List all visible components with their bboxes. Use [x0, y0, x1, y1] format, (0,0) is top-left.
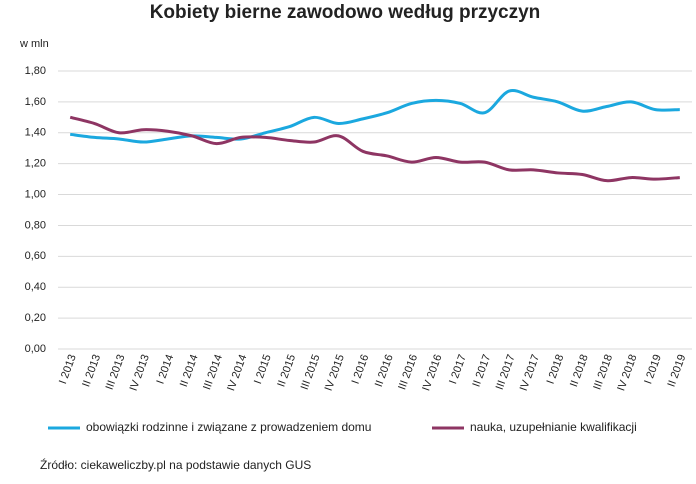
x-tick-label: IV 2015 — [323, 353, 347, 393]
source: Źródło: ciekaweliczby.pl na podstawie da… — [40, 457, 311, 472]
y-tick-label: 0,20 — [25, 312, 46, 324]
x-tick-label: III 2017 — [494, 353, 518, 392]
x-tick-label: II 2017 — [470, 353, 493, 389]
chart-title: Kobiety bierne zawodowo według przyczyn — [150, 2, 541, 23]
y-axis-label: w mln — [19, 38, 49, 50]
y-tick-label: 1,00 — [25, 188, 46, 200]
y-tick-label: 1,80 — [25, 65, 46, 77]
series-line — [70, 89, 680, 144]
x-tick-label: II 2016 — [373, 353, 396, 389]
y-tick-label: 0,80 — [25, 219, 46, 231]
series-line — [69, 115, 680, 183]
x-tick-label: I 2013 — [57, 353, 79, 386]
y-tick-label: 1,40 — [25, 127, 46, 139]
x-tick-label: III 2014 — [201, 353, 225, 392]
y-tick-label: 0,00 — [25, 343, 46, 355]
x-tick-label: IV 2013 — [128, 353, 152, 393]
legend-label: nauka, uzupełnianie kwalifikacji — [470, 420, 637, 434]
x-tick-label: II 2013 — [80, 353, 103, 389]
x-tick-label: IV 2016 — [420, 353, 444, 393]
x-tick-label: I 2019 — [642, 353, 664, 386]
x-tick-label: II 2018 — [568, 353, 591, 389]
x-tick-label: III 2018 — [591, 353, 615, 392]
x-tick-label: III 2016 — [396, 353, 420, 392]
y-tick-label: 0,60 — [25, 250, 46, 262]
x-tick-label: II 2019 — [666, 353, 689, 389]
x-tick-label: I 2018 — [545, 353, 567, 386]
y-tick-label: 0,40 — [25, 281, 46, 293]
y-tick-label: 1,60 — [25, 96, 46, 108]
x-tick-label: III 2013 — [104, 353, 128, 392]
x-tick-label: IV 2014 — [225, 353, 249, 393]
x-tick-label: IV 2018 — [615, 353, 639, 393]
x-tick-label: I 2017 — [447, 353, 469, 386]
x-tick-label: II 2014 — [178, 353, 201, 389]
y-tick-label: 1,20 — [25, 158, 46, 170]
x-tick-label: I 2015 — [252, 353, 274, 386]
x-tick-label: III 2015 — [299, 353, 323, 392]
x-tick-label: I 2016 — [350, 353, 372, 386]
x-tick-label: IV 2017 — [518, 353, 542, 393]
x-tick-label: II 2015 — [275, 353, 298, 389]
legend-label: obowiązki rodzinne i związane z prowadze… — [86, 420, 371, 434]
x-tick-label: I 2014 — [155, 353, 177, 386]
